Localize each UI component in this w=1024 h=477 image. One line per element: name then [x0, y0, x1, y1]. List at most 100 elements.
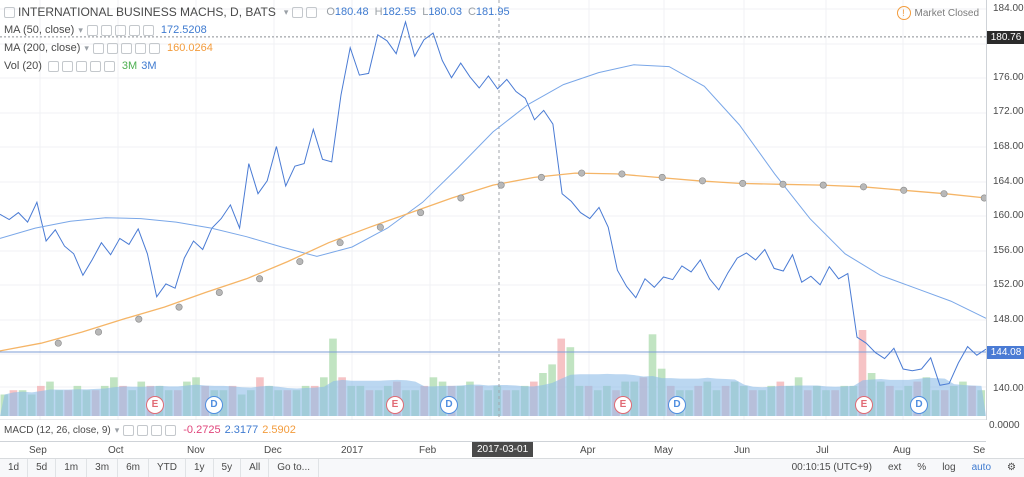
- price-tick: 164.00: [993, 176, 1024, 187]
- earnings-event-icon[interactable]: E: [614, 396, 632, 414]
- close-icon[interactable]: [165, 424, 177, 436]
- range-6m-button[interactable]: 6m: [118, 459, 149, 477]
- collapse-icon[interactable]: [4, 6, 15, 18]
- earnings-event-icon[interactable]: E: [855, 396, 873, 414]
- bottom-toolbar: 1d 5d 1m 3m 6m YTD 1y 5y All Go to... 00…: [0, 458, 1024, 477]
- ma200-marker: [698, 177, 706, 185]
- time-axis[interactable]: Sep Oct Nov Dec 2017 Feb 2017-03-01 Apr …: [0, 441, 986, 459]
- ma200-value: 160.0264: [166, 42, 213, 54]
- settings-icon[interactable]: [100, 24, 112, 36]
- earnings-event-icon[interactable]: E: [146, 396, 164, 414]
- ohlc-low: 180.03: [428, 6, 462, 18]
- visibility-icon[interactable]: [123, 424, 135, 436]
- settings-icon[interactable]: [292, 6, 304, 18]
- ma200-row[interactable]: MA (200, close) ▾ 160.0264: [4, 39, 510, 57]
- more-icon[interactable]: [142, 24, 154, 36]
- range-1m-button[interactable]: 1m: [56, 459, 88, 477]
- ma50-value: 172.5208: [160, 24, 207, 36]
- more-icon[interactable]: [148, 42, 160, 54]
- price-chart[interactable]: [0, 0, 986, 420]
- macd-histogram-value: -0.2725: [183, 424, 221, 436]
- ohlc-label-o: O: [326, 6, 335, 18]
- price-tick: 172.00: [993, 106, 1024, 117]
- clock-display[interactable]: 00:10:15 (UTC+9): [791, 462, 872, 473]
- ma200-marker: [618, 170, 626, 178]
- dividend-event-icon[interactable]: D: [440, 396, 458, 414]
- add-icon[interactable]: [75, 60, 87, 72]
- volume-row[interactable]: Vol (20) 3M 3M: [4, 57, 510, 75]
- range-1d-button[interactable]: 1d: [0, 459, 29, 477]
- crosshair-date-badge: 2017-03-01: [472, 442, 534, 457]
- ma50-row[interactable]: MA (50, close) ▾ 172.5208: [4, 21, 510, 39]
- settings-icon[interactable]: [137, 424, 149, 436]
- symbol-title[interactable]: INTERNATIONAL BUSINESS MACHS, D, BATS: [18, 5, 276, 19]
- range-5y-button[interactable]: 5y: [214, 459, 242, 477]
- add-icon[interactable]: [151, 424, 163, 436]
- time-tick: Feb: [419, 445, 437, 456]
- ma200-marker: [537, 173, 545, 181]
- gear-icon[interactable]: ⚙: [1007, 462, 1016, 473]
- chevron-down-icon[interactable]: ▾: [84, 43, 89, 53]
- add-icon[interactable]: [114, 24, 126, 36]
- percent-toggle[interactable]: %: [917, 462, 927, 473]
- ma200-marker: [135, 315, 143, 323]
- ma200-marker: [779, 180, 787, 188]
- visibility-icon[interactable]: [92, 42, 104, 54]
- symbol-row: INTERNATIONAL BUSINESS MACHS, D, BATS ▾ …: [4, 3, 510, 21]
- range-5d-button[interactable]: 5d: [28, 459, 57, 477]
- volume-value-up: 3M: [121, 60, 138, 72]
- close-icon[interactable]: [89, 60, 101, 72]
- chevron-down-icon[interactable]: ▾: [283, 7, 289, 17]
- time-tick: Nov: [187, 445, 205, 456]
- crosshair-price-badge: 144.08: [987, 346, 1024, 359]
- time-tick: Aug: [893, 445, 911, 456]
- ohlc-high: 182.55: [382, 6, 417, 18]
- ma200-marker: [578, 169, 586, 177]
- close-icon[interactable]: [134, 42, 146, 54]
- ext-toggle[interactable]: ext: [887, 462, 902, 473]
- ohlc-open: 180.48: [334, 6, 369, 18]
- auto-toggle[interactable]: auto: [971, 462, 992, 473]
- add-icon[interactable]: [120, 42, 132, 54]
- ma50-line: [0, 64, 986, 319]
- range-all-button[interactable]: All: [241, 459, 270, 477]
- compare-icon[interactable]: [306, 6, 318, 18]
- market-status-label: Market Closed: [914, 7, 979, 19]
- time-tick: Dec: [264, 445, 282, 456]
- range-3m-button[interactable]: 3m: [87, 459, 119, 477]
- volume-ma-area: [0, 373, 986, 416]
- dividend-event-icon[interactable]: D: [205, 396, 223, 414]
- log-toggle[interactable]: log: [942, 462, 956, 473]
- ma50-label: MA (50, close): [4, 24, 75, 36]
- price-tick: 140.00: [993, 383, 1024, 394]
- range-ytd-button[interactable]: YTD: [149, 459, 186, 477]
- chevron-down-icon[interactable]: ▾: [114, 424, 120, 435]
- close-icon[interactable]: [128, 24, 140, 36]
- market-status[interactable]: ! Market Closed: [896, 6, 979, 20]
- settings-icon[interactable]: [106, 42, 118, 54]
- macd-axis-tick: 0.0000: [989, 420, 1020, 431]
- macd-legend[interactable]: MACD (12, 26, close, 9) ▾ -0.2725 2.3177…: [4, 424, 296, 436]
- range-1y-button[interactable]: 1y: [186, 459, 214, 477]
- volume-bar: [648, 334, 657, 416]
- price-tick: 176.00: [993, 72, 1024, 83]
- volume-bar: [329, 338, 337, 416]
- goto-button[interactable]: Go to...: [269, 459, 320, 477]
- settings-icon[interactable]: [61, 60, 73, 72]
- time-tick: Oct: [108, 445, 124, 456]
- ma200-marker: [859, 183, 867, 191]
- ma200-marker: [256, 275, 264, 283]
- visibility-icon[interactable]: [47, 60, 59, 72]
- ohlc-close: 181.95: [475, 6, 510, 18]
- price-tick: 168.00: [993, 141, 1024, 152]
- price-tick: 148.00: [993, 314, 1024, 325]
- earnings-event-icon[interactable]: E: [386, 396, 404, 414]
- chevron-down-icon[interactable]: ▾: [78, 25, 83, 35]
- volume-value-ma: 3M: [141, 60, 157, 72]
- dividend-event-icon[interactable]: D: [668, 396, 686, 414]
- more-icon[interactable]: [103, 60, 115, 72]
- time-tick: Jun: [734, 445, 751, 456]
- price-axis[interactable]: 184.00 180.76 176.00 172.00 168.00 164.0…: [986, 0, 1024, 431]
- visibility-icon[interactable]: [86, 24, 98, 36]
- dividend-event-icon[interactable]: D: [910, 396, 928, 414]
